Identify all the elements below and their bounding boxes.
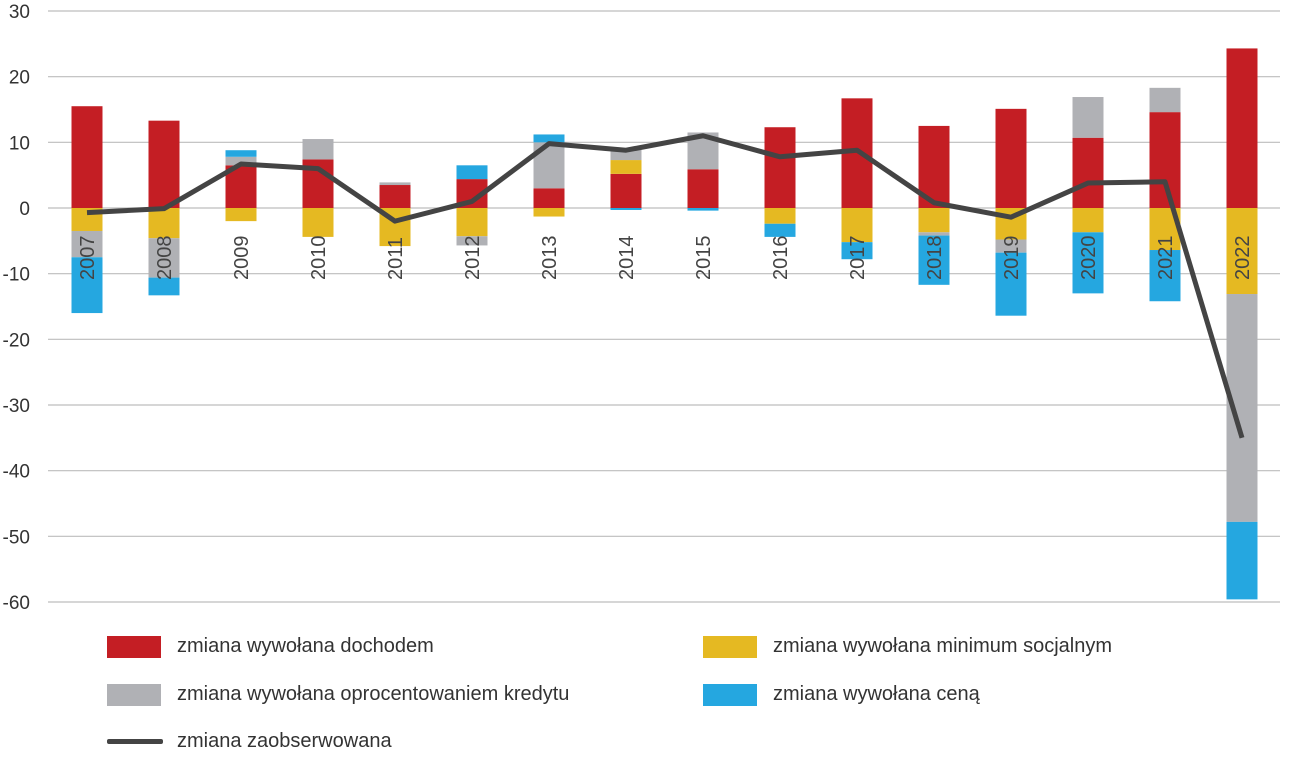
legend-label: zmiana zaobserwowana	[177, 730, 392, 752]
x-tick-label: 2010	[308, 236, 330, 281]
bar-segment	[918, 208, 950, 233]
bar-segment	[148, 238, 180, 278]
bar-segment	[1072, 208, 1104, 233]
y-tick-label: -30	[3, 396, 30, 417]
x-tick-label: 2012	[462, 236, 484, 281]
x-tick-label: 2019	[1001, 236, 1023, 281]
bar-segment	[687, 169, 719, 208]
legend-line-swatch	[107, 739, 163, 744]
bar-segment	[1149, 112, 1181, 208]
bar-segment	[456, 208, 488, 237]
x-tick-label: 2020	[1078, 236, 1100, 281]
bar-segment	[379, 185, 411, 208]
bar-segment	[841, 208, 873, 243]
bar-segment	[302, 208, 334, 237]
x-tick-label: 2021	[1155, 236, 1177, 281]
bar-segment	[995, 252, 1027, 316]
y-tick-label: -50	[3, 527, 30, 548]
bar-segment	[764, 127, 796, 208]
y-tick-label: -60	[3, 593, 30, 614]
bar-segment	[148, 120, 180, 208]
bar-segment	[71, 230, 103, 258]
bar-segment	[610, 208, 642, 210]
bar-segment	[225, 156, 257, 166]
x-tick-label: 2022	[1232, 236, 1254, 281]
bar-segment	[1072, 137, 1104, 208]
bar-segment	[1149, 250, 1181, 302]
bar-segment	[1149, 87, 1181, 113]
x-tick-label: 2008	[154, 236, 176, 281]
bar-segment	[610, 148, 642, 161]
bar-segment	[918, 232, 950, 236]
bar-segment	[687, 208, 719, 211]
x-tick-label: 2017	[847, 236, 869, 281]
legend-item-observed: zmiana zaobserwowana	[107, 730, 392, 753]
y-tick-label: 10	[9, 133, 30, 154]
legend-item-interest: zmiana wywołana oprocentowaniem kredytu	[107, 683, 569, 706]
observed-change-line	[86, 133, 1245, 439]
bar-segment	[1072, 97, 1104, 138]
bar-segment	[302, 139, 334, 160]
bar-segment	[841, 242, 873, 260]
legend-item-minimum: zmiana wywołana minimum socjalnym	[703, 635, 1112, 658]
bar-segment	[1226, 48, 1258, 209]
bar-segment	[533, 208, 565, 217]
bar-segment	[148, 208, 180, 239]
x-tick-label: 2014	[616, 236, 638, 281]
bar-segment	[764, 208, 796, 224]
legend-item-price: zmiana wywołana ceną	[703, 683, 980, 706]
bar-segment	[610, 160, 642, 174]
x-tick-label: 2013	[539, 236, 561, 281]
bar-segment	[71, 257, 103, 314]
legend-swatch-yellow	[703, 635, 757, 658]
bar-segment	[995, 239, 1027, 253]
y-tick-label: 20	[9, 68, 30, 89]
bar-segment	[1226, 521, 1258, 600]
bar-segment	[1226, 208, 1258, 295]
legend-swatch-gray	[107, 683, 161, 706]
bar-segment	[225, 208, 257, 222]
legend-label: zmiana wywołana minimum socjalnym	[773, 635, 1112, 657]
x-tick-label: 2015	[693, 236, 715, 281]
legend-swatch-blue	[703, 683, 757, 706]
y-tick-label: -10	[3, 265, 30, 286]
legend-label: zmiana wywołana oprocentowaniem kredytu	[177, 683, 570, 705]
bar-segment	[379, 182, 411, 186]
bar-segment	[533, 134, 565, 143]
x-tick-label: 2011	[385, 237, 407, 280]
legend-swatch-red	[107, 635, 161, 658]
y-tick-label: -40	[3, 462, 30, 483]
x-tick-label: 2016	[770, 236, 792, 281]
bar-segment	[456, 236, 488, 246]
y-tick-label: 0	[19, 199, 30, 220]
y-tick-label: 30	[9, 2, 30, 23]
bar-segment	[918, 235, 950, 285]
bar-segment	[533, 188, 565, 208]
x-tick-label: 2007	[77, 236, 99, 281]
bar-segment	[995, 108, 1027, 208]
bar-segment	[456, 165, 488, 180]
x-tick-label: 2018	[924, 236, 946, 281]
legend-label: zmiana wywołana ceną	[773, 683, 980, 705]
bar-segment	[148, 277, 180, 296]
x-tick-label: 2009	[231, 236, 253, 281]
bar-segment	[225, 150, 257, 157]
y-tick-label: -20	[3, 330, 30, 351]
legend-item-income: zmiana wywołana dochodem	[107, 635, 434, 658]
bar-segment	[764, 223, 796, 237]
bar-segment	[71, 106, 103, 208]
legend-label: zmiana wywołana dochodem	[177, 635, 434, 657]
bar-segment	[610, 173, 642, 208]
bar-segment	[1072, 232, 1104, 294]
